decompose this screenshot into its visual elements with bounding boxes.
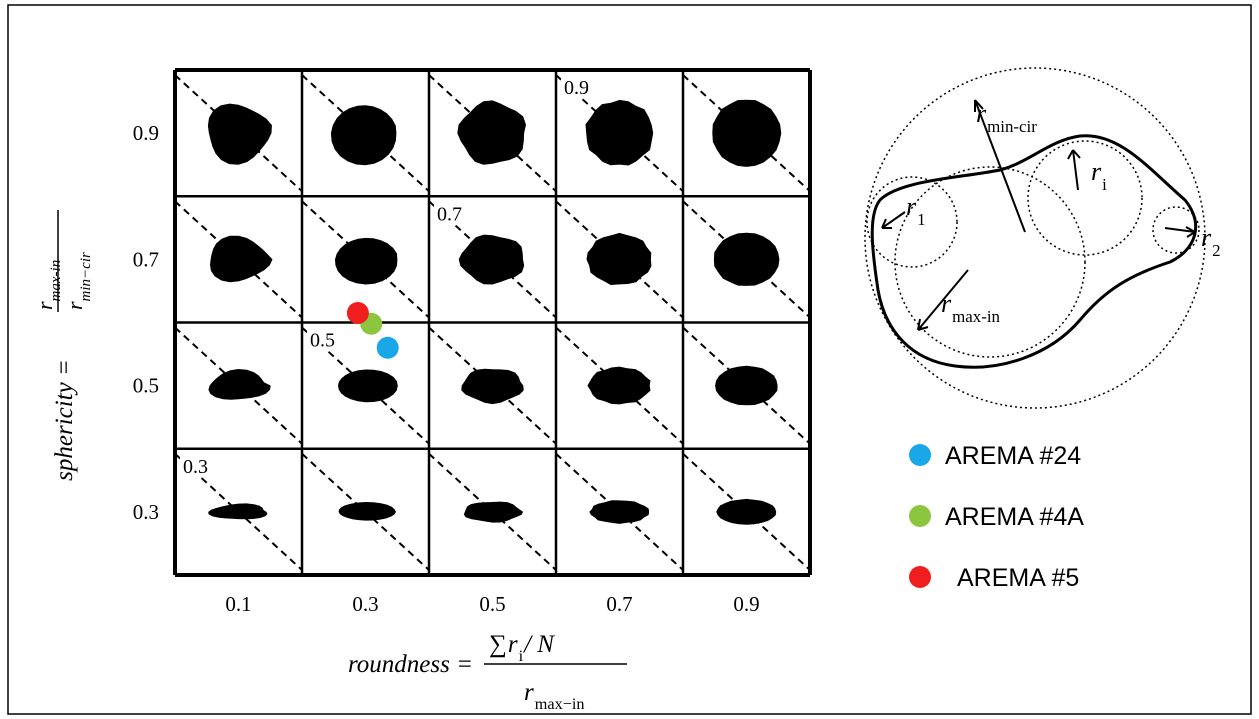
- legend-label: AREMA #5: [957, 564, 1079, 592]
- data-point: [377, 337, 399, 359]
- data-point: [347, 302, 369, 324]
- legend-label: AREMA #4A: [945, 503, 1084, 531]
- x-label-numerator-part: i: [519, 647, 524, 665]
- diagonal-label: 0.3: [183, 456, 208, 478]
- y-label-part: max-in: [48, 260, 64, 302]
- page: 0.3 0.5 0.7 0.9 0.1 0.3 0.5 0.7 0.9 0.3 0.5 0.7 0.9 r…: [0, 0, 1259, 719]
- diagram-label-part: r: [906, 192, 917, 221]
- y-tick-label: 0.5: [133, 374, 159, 398]
- diagram-label-part: i: [1102, 175, 1107, 194]
- legend-label: AREMA #24: [945, 442, 1081, 470]
- y-tick-label: 0.9: [133, 121, 159, 145]
- legend-swatch: [909, 505, 931, 527]
- diagram-label-part: r: [976, 99, 987, 128]
- chart: 0.3 0.5 0.7 0.9 0.1 0.3 0.5 0.7 0.9 0.3 0.5 0.7 0.9 r…: [0, 0, 1259, 719]
- diagonal-label: 0.5: [310, 330, 335, 352]
- x-label-numerator-part: ∑: [489, 631, 507, 658]
- y-label-lhs: sphericity =: [51, 359, 78, 481]
- legend-swatch: [909, 444, 931, 466]
- y-tick-label: 0.3: [133, 500, 159, 524]
- particle-blob: [335, 238, 397, 285]
- x-label-lhs: roundness =: [348, 651, 473, 678]
- legend-swatch: [909, 566, 931, 588]
- x-tick-label: 0.3: [352, 592, 378, 616]
- x-label-denominator-part: r: [524, 679, 534, 706]
- y-label-part: min−cir: [78, 252, 94, 301]
- x-tick-label: 0.9: [733, 592, 759, 616]
- x-tick-label: 0.5: [479, 592, 505, 616]
- x-tick-label: 0.7: [606, 592, 632, 616]
- particle-blob: [714, 233, 780, 286]
- diagonal-label: 0.9: [564, 77, 589, 99]
- x-label-denominator-part: max−in: [535, 695, 585, 713]
- x-label-numerator-part: / N: [522, 631, 555, 658]
- y-tick-label: 0.7: [133, 247, 159, 271]
- diagram-label-part: 2: [1212, 241, 1220, 260]
- diagram-label-part: r: [1091, 157, 1102, 186]
- diagram-label-part: r: [941, 289, 952, 318]
- diagram-label-part: r: [1201, 223, 1212, 252]
- diagram-label-part: min-cir: [987, 117, 1037, 136]
- diagonal-label: 0.7: [437, 203, 462, 225]
- diagram-label-part: max-in: [952, 307, 1000, 326]
- x-tick-label: 0.1: [225, 592, 251, 616]
- x-label-numerator-part: r: [508, 631, 518, 658]
- diagram-label-part: 1: [917, 210, 925, 229]
- particle-blob: [338, 370, 398, 403]
- particle-blob: [331, 105, 397, 165]
